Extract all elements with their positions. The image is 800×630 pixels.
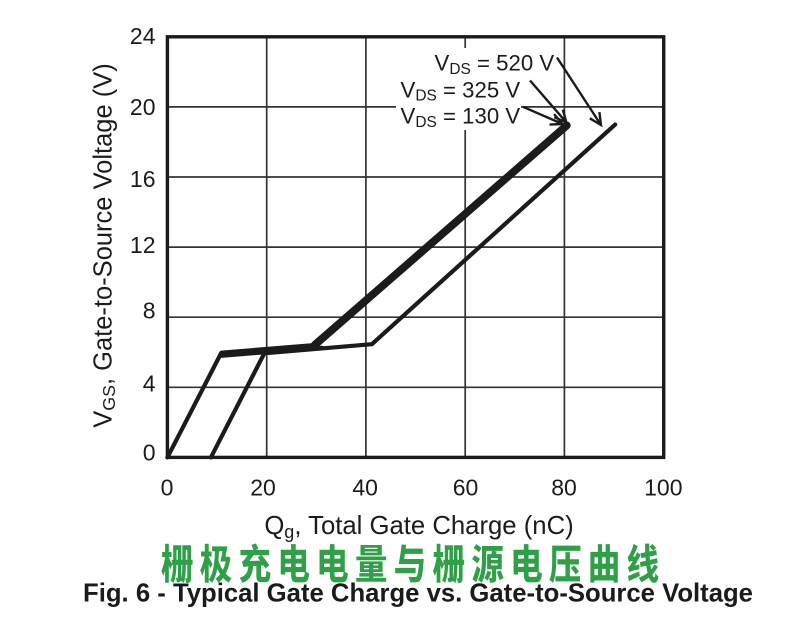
svg-text:80: 80 — [551, 475, 577, 501]
svg-text:12: 12 — [130, 232, 156, 258]
svg-text:8: 8 — [143, 298, 156, 324]
svg-text:60: 60 — [453, 475, 479, 501]
svg-text:100: 100 — [644, 475, 682, 501]
svg-text:VDS = 520 V: VDS = 520 V — [435, 51, 555, 78]
svg-text:0: 0 — [143, 440, 156, 466]
svg-text:Fig. 6 - Typical Gate Charge v: Fig. 6 - Typical Gate Charge vs. Gate-to… — [83, 579, 753, 607]
svg-text:24: 24 — [130, 23, 156, 49]
svg-text:VGS, Gate-to-Source Voltage (V: VGS, Gate-to-Source Voltage (V) — [90, 63, 119, 427]
svg-text:Qg, Total Gate Charge (nC): Qg, Total Gate Charge (nC) — [264, 512, 573, 542]
svg-text:20: 20 — [250, 475, 276, 501]
svg-text:40: 40 — [352, 475, 378, 501]
svg-text:4: 4 — [143, 370, 156, 396]
svg-text:0: 0 — [161, 475, 174, 501]
svg-text:20: 20 — [130, 94, 156, 120]
svg-text:16: 16 — [130, 166, 156, 192]
